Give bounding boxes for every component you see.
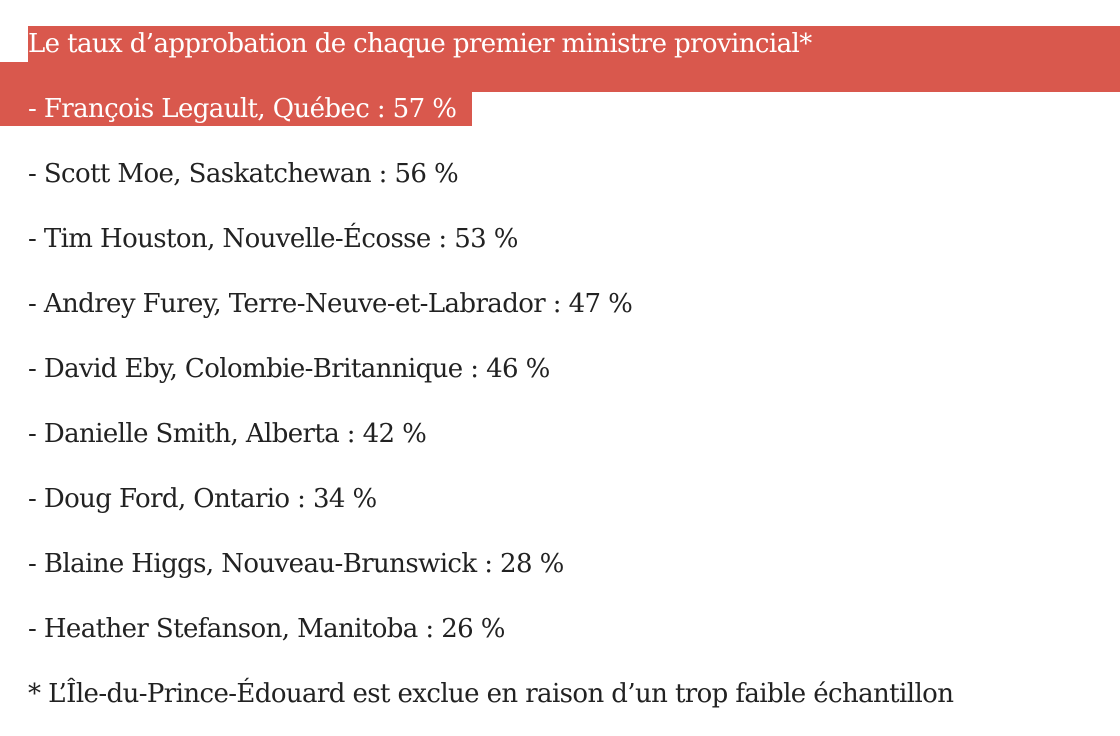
- list-item: - Heather Stefanson, Manitoba : 26 %: [28, 614, 505, 644]
- heading: Le taux d’approbation de chaque premier …: [28, 29, 812, 59]
- selection-highlight-line-2: [0, 62, 1120, 92]
- selection-highlight-line-1: [28, 26, 1120, 64]
- list-item: - Blaine Higgs, Nouveau-Brunswick : 28 %: [28, 549, 564, 579]
- list-item: - François Legault, Québec : 57 %: [28, 94, 457, 124]
- footnote: * L’Île-du-Prince-Édouard est exclue en …: [28, 679, 954, 709]
- selection-highlight-line-3: [0, 90, 472, 126]
- list-item: - Doug Ford, Ontario : 34 %: [28, 484, 377, 514]
- list-item: - David Eby, Colombie-Britannique : 46 %: [28, 354, 550, 384]
- list-item: - Andrey Furey, Terre-Neuve-et-Labrador …: [28, 289, 633, 319]
- list-item: - Danielle Smith, Alberta : 42 %: [28, 419, 427, 449]
- list-item: - Scott Moe, Saskatchewan : 56 %: [28, 159, 459, 189]
- list-item: - Tim Houston, Nouvelle-Écosse : 53 %: [28, 224, 518, 254]
